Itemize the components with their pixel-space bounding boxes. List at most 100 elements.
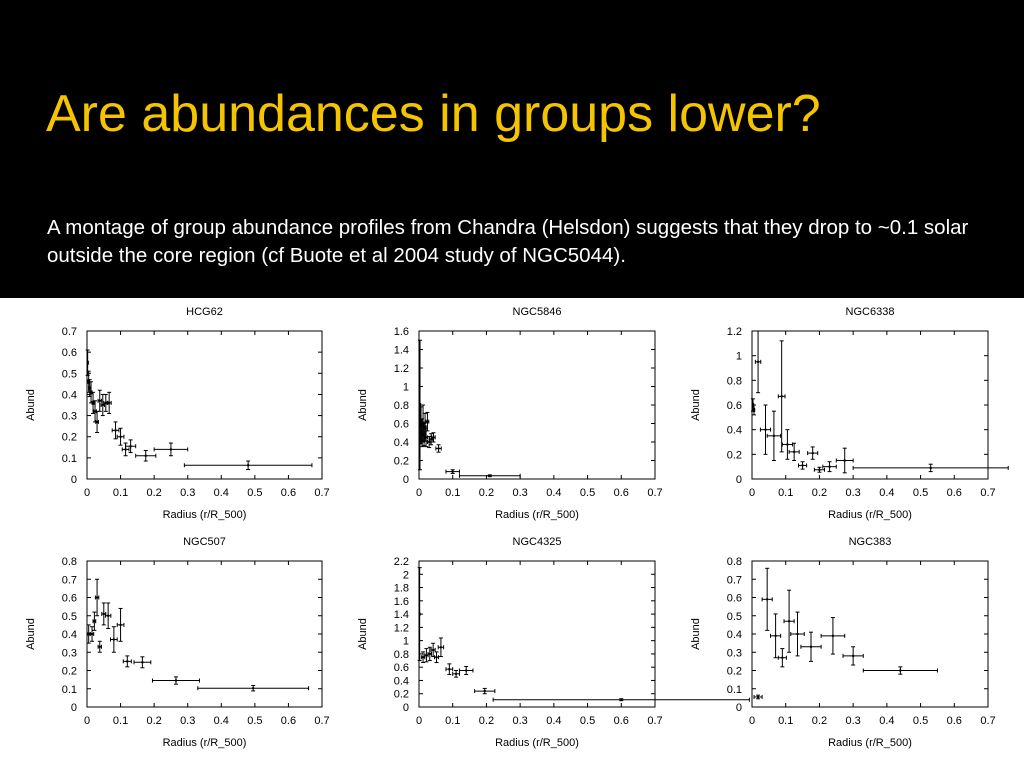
point-marker (126, 660, 129, 663)
data-point (125, 439, 137, 454)
data-point (813, 466, 825, 473)
point-marker (757, 360, 760, 363)
x-tick-label: 0.2 (146, 715, 161, 727)
y-tick-label: 0 (403, 474, 409, 486)
y-tick-label: 1.2 (394, 622, 409, 634)
data-point (116, 607, 125, 642)
y-axis-label: Abund (25, 618, 37, 650)
data-point (445, 663, 454, 675)
y-tick-label: 0.4 (394, 675, 409, 687)
y-tick-label: 0.6 (394, 419, 409, 431)
y-tick-label: 0.4 (62, 629, 77, 641)
point-marker (88, 387, 91, 390)
x-tick-label: 0.1 (778, 715, 793, 727)
point-marker (112, 638, 115, 641)
data-point (798, 461, 808, 470)
y-tick-label: 0.2 (394, 456, 409, 468)
y-tick-label: 0.7 (62, 326, 77, 338)
data-point (135, 449, 157, 462)
x-tick-label: 0.4 (879, 715, 894, 727)
point-marker (843, 459, 846, 462)
x-tick-label: 0.5 (913, 715, 928, 727)
point-marker (753, 408, 756, 411)
point-marker (428, 652, 431, 655)
point-marker (774, 634, 777, 637)
x-tick-label: 0.6 (614, 715, 629, 727)
y-tick-label: 1 (736, 351, 742, 363)
x-tick-label: 0.2 (479, 715, 494, 727)
y-tick-label: 0.7 (62, 574, 77, 586)
point-marker (98, 399, 101, 402)
x-tick-label: 0.3 (512, 487, 527, 499)
data-point (89, 626, 95, 642)
data-point (104, 602, 112, 630)
plot-frame (86, 560, 323, 708)
y-tick-label: 0.8 (394, 649, 409, 661)
data-point (770, 613, 782, 659)
x-axis-label: Radius (r/R_500) (163, 509, 247, 521)
point-marker (86, 361, 89, 364)
point-marker (766, 598, 769, 601)
point-marker (247, 464, 250, 467)
x-tick-label: 0.4 (214, 487, 229, 499)
point-marker (425, 654, 428, 657)
x-tick-label: 0.1 (113, 715, 128, 727)
x-tick-label: 0.6 (947, 487, 962, 499)
data-point (431, 432, 436, 443)
point-marker (144, 454, 147, 457)
data-point (435, 444, 442, 453)
point-marker (439, 646, 442, 649)
x-tick-label: 0 (84, 487, 90, 499)
point-marker (810, 645, 812, 648)
y-tick-label: 0.8 (727, 556, 742, 568)
data-point (197, 684, 310, 692)
y-tick-label: 0.8 (394, 400, 409, 412)
point-marker (425, 436, 428, 439)
x-axis-label: Radius (r/R_500) (163, 737, 247, 749)
y-axis-label: Abund (25, 389, 37, 421)
x-tick-label: 0 (749, 715, 755, 727)
x-tick-label: 0.5 (580, 487, 595, 499)
y-tick-label: 1 (403, 636, 409, 648)
y-tick-label: 2.2 (394, 556, 409, 568)
point-marker (437, 447, 440, 450)
y-tick-label: 0.2 (727, 449, 742, 461)
x-tick-label: 0.1 (778, 487, 793, 499)
point-marker (108, 401, 111, 404)
y-tick-label: 0.5 (62, 368, 77, 380)
data-point (822, 461, 837, 473)
data-point (92, 611, 97, 631)
chart-panel-2: NGC6338 Radius (r/R_500) Abund 0 0.1 0.2 0.3 0.… (690, 306, 1009, 521)
x-tick-label: 0.5 (913, 487, 928, 499)
y-tick-label: 0.1 (727, 684, 742, 696)
point-marker (772, 434, 775, 437)
y-tick-label: 0 (71, 474, 77, 486)
point-marker (129, 445, 132, 448)
y-tick-label: 0.5 (62, 611, 77, 623)
y-tick-label: 1 (403, 382, 409, 394)
point-marker (432, 436, 435, 439)
y-axis-label: Abund (690, 389, 702, 421)
data-point (474, 687, 496, 695)
data-point (116, 427, 125, 446)
y-axis-label: Abund (357, 618, 369, 650)
point-marker (780, 395, 783, 398)
data-point (492, 697, 750, 702)
y-tick-label: 0.1 (62, 453, 77, 465)
data-point (807, 446, 819, 460)
data-point (91, 391, 96, 414)
data-point (788, 442, 800, 461)
data-point (783, 589, 795, 653)
point-marker (124, 448, 127, 451)
x-tick-label: 0.6 (947, 715, 962, 727)
x-tick-label: 0.2 (146, 487, 161, 499)
x-tick-label: 0 (416, 715, 422, 727)
point-marker (91, 633, 94, 635)
point-marker (96, 596, 99, 599)
x-tick-label: 0.1 (445, 715, 460, 727)
point-marker (96, 420, 99, 423)
x-tick-label: 0.1 (113, 487, 128, 499)
data-point (759, 404, 772, 455)
chart-panel-3: NGC507 Radius (r/R_500) Abund 0 0.1 0.2 0.3 0.4… (25, 536, 330, 749)
